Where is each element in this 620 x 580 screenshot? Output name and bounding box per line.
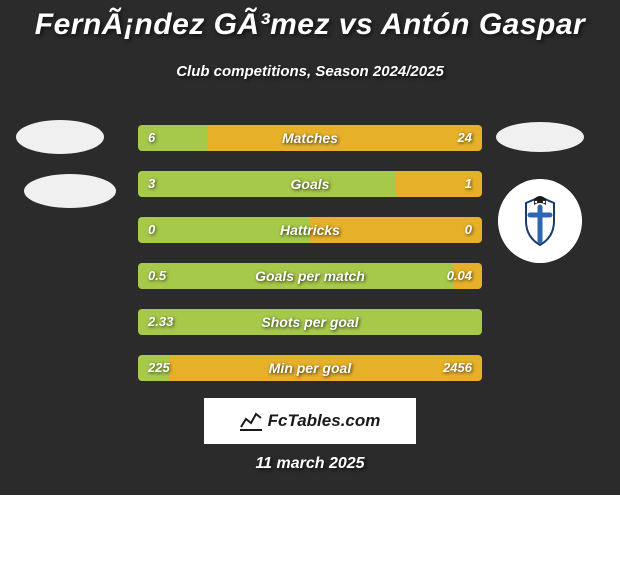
bar-row: 0.50.04Goals per match	[138, 263, 482, 289]
bar-row: 2.33Shots per goal	[138, 309, 482, 335]
bar-value-right: 24	[448, 125, 482, 151]
bar-value-left: 0.5	[138, 263, 176, 289]
player1-avatar	[16, 120, 104, 154]
bar-fill-left	[138, 263, 454, 289]
player1-club-badge	[24, 174, 116, 208]
bar-value-left: 225	[138, 355, 180, 381]
bar-row: 624Matches	[138, 125, 482, 151]
bar-value-right: 0	[455, 217, 482, 243]
bar-row: 31Goals	[138, 171, 482, 197]
bar-value-left: 0	[138, 217, 165, 243]
bar-value-left: 3	[138, 171, 165, 197]
player2-club-crest	[498, 179, 582, 263]
bar-value-right	[462, 309, 482, 335]
bar-row: 2252456Min per goal	[138, 355, 482, 381]
watermark-text: FcTables.com	[268, 411, 381, 431]
bar-fill-left	[138, 309, 482, 335]
bar-value-right: 2456	[433, 355, 482, 381]
bar-fill-left	[138, 171, 396, 197]
bar-fill-right	[207, 125, 482, 151]
bar-value-right: 0.04	[437, 263, 482, 289]
comparison-bars: 624Matches31Goals00Hattricks0.50.04Goals…	[138, 125, 482, 401]
comparison-panel: FernÃ¡ndez GÃ³mez vs Antón Gaspar Club c…	[0, 0, 620, 495]
player2-avatar	[496, 122, 584, 152]
page-title: FernÃ¡ndez GÃ³mez vs Antón Gaspar	[0, 8, 620, 42]
bar-row: 00Hattricks	[138, 217, 482, 243]
bar-value-left: 2.33	[138, 309, 183, 335]
bar-value-right: 1	[455, 171, 482, 197]
watermark: FcTables.com	[204, 398, 416, 444]
date-label: 11 march 2025	[0, 455, 620, 473]
bar-value-left: 6	[138, 125, 165, 151]
subtitle: Club competitions, Season 2024/2025	[0, 63, 620, 80]
watermark-chart-icon	[240, 411, 262, 431]
